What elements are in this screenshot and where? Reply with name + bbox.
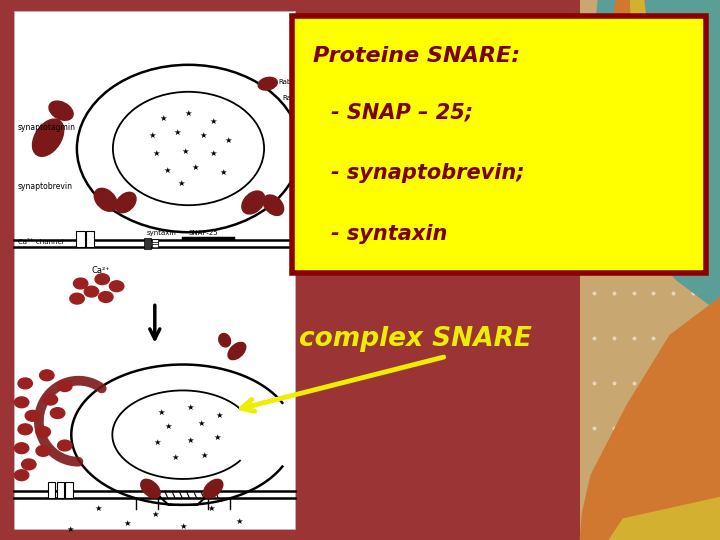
Text: ★: ★ (174, 128, 181, 137)
Text: ★: ★ (149, 131, 156, 139)
Ellipse shape (242, 191, 265, 214)
Text: ★: ★ (153, 150, 160, 158)
Text: ★: ★ (235, 517, 243, 525)
Text: - syntaxin: - syntaxin (331, 224, 448, 244)
Bar (66, 482, 73, 498)
Polygon shape (623, 0, 655, 205)
Text: ★: ★ (185, 109, 192, 118)
Text: ★: ★ (179, 522, 186, 531)
Ellipse shape (141, 480, 160, 498)
Text: ★: ★ (210, 117, 217, 126)
Text: ★: ★ (225, 136, 232, 145)
Text: ★: ★ (192, 163, 199, 172)
Circle shape (73, 278, 88, 289)
Circle shape (18, 424, 32, 435)
Circle shape (70, 293, 84, 304)
Text: ★: ★ (151, 510, 158, 518)
Text: ★: ★ (123, 519, 130, 528)
Polygon shape (590, 0, 720, 313)
Text: ★: ★ (165, 422, 172, 431)
Circle shape (14, 470, 29, 481)
Text: synaptotagmin: synaptotagmin (18, 123, 76, 132)
Bar (57, 482, 64, 498)
Circle shape (84, 286, 99, 297)
Text: ★: ★ (163, 166, 171, 174)
Text: complex SNARE: complex SNARE (299, 326, 531, 352)
Polygon shape (608, 497, 720, 540)
Circle shape (58, 381, 72, 392)
Ellipse shape (228, 342, 246, 360)
Circle shape (36, 446, 50, 456)
Ellipse shape (204, 480, 222, 498)
Text: ★: ★ (95, 504, 102, 513)
Circle shape (95, 274, 109, 285)
Bar (580, 0, 720, 540)
Circle shape (36, 427, 50, 437)
Text: ★: ★ (220, 168, 227, 177)
Bar (76, 231, 85, 247)
Text: Ca²⁺: Ca²⁺ (91, 266, 110, 275)
Text: SNAP-25: SNAP-25 (189, 230, 218, 236)
Circle shape (77, 65, 300, 232)
Circle shape (43, 394, 58, 405)
Circle shape (99, 292, 113, 302)
Bar (152, 239, 158, 248)
Text: ★: ★ (178, 179, 185, 188)
Bar (143, 238, 150, 249)
Ellipse shape (264, 195, 284, 215)
Text: synaptobrevin: synaptobrevin (18, 182, 73, 191)
Polygon shape (601, 0, 655, 259)
Circle shape (109, 281, 124, 292)
Text: ★: ★ (160, 114, 167, 123)
Text: ★: ★ (210, 150, 217, 158)
Ellipse shape (258, 77, 277, 90)
Text: ★: ★ (181, 147, 189, 156)
Text: ★: ★ (207, 504, 215, 513)
Ellipse shape (49, 101, 73, 120)
Text: ★: ★ (186, 436, 194, 444)
Ellipse shape (219, 334, 230, 347)
Bar (48, 482, 55, 498)
Text: syntaxin: syntaxin (146, 230, 176, 236)
Text: ★: ★ (215, 411, 222, 420)
Polygon shape (580, 297, 720, 540)
Text: - SNAP – 25;: - SNAP – 25; (331, 103, 473, 123)
Text: Rabphilin-3A: Rabphilin-3A (279, 79, 323, 85)
Text: ★: ★ (172, 453, 179, 462)
Circle shape (58, 440, 72, 451)
Circle shape (18, 378, 32, 389)
Text: ★: ★ (186, 403, 194, 412)
Text: ★: ★ (154, 438, 161, 447)
Text: Rab3A: Rab3A (282, 95, 305, 101)
Bar (86, 231, 94, 247)
Circle shape (14, 397, 29, 408)
Text: Ca²⁺ channel: Ca²⁺ channel (18, 239, 64, 245)
Circle shape (25, 410, 40, 421)
Text: ★: ★ (201, 451, 208, 460)
Text: ★: ★ (197, 420, 204, 428)
FancyBboxPatch shape (292, 16, 706, 273)
Circle shape (40, 370, 54, 381)
Text: ★: ★ (67, 525, 74, 534)
Text: ★: ★ (214, 433, 221, 442)
Bar (14, 11, 295, 529)
Circle shape (50, 408, 65, 418)
Circle shape (113, 92, 264, 205)
Ellipse shape (32, 119, 63, 156)
Circle shape (22, 459, 36, 470)
Ellipse shape (116, 192, 136, 213)
Ellipse shape (94, 188, 117, 211)
Text: - synaptobrevin;: - synaptobrevin; (331, 163, 525, 183)
Text: ★: ★ (199, 131, 207, 139)
Circle shape (14, 443, 29, 454)
Text: Proteine SNARE:: Proteine SNARE: (313, 46, 521, 66)
Text: ★: ★ (158, 408, 165, 416)
